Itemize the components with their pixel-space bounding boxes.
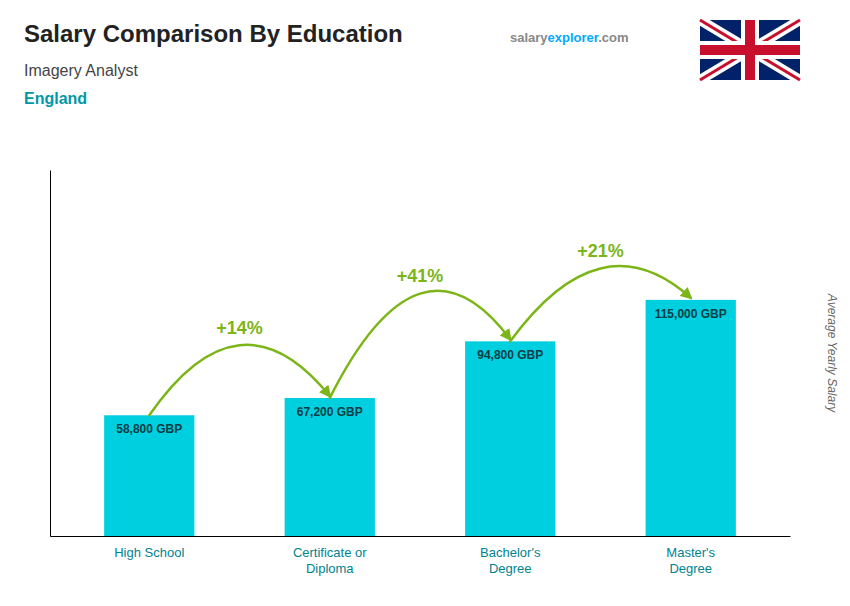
x-tick-label-line: High School: [114, 545, 184, 560]
data-label: 67,200 GBP: [297, 405, 363, 419]
flag: [700, 20, 800, 80]
arrow: [330, 291, 510, 398]
title: Salary Comparison By Education: [24, 20, 403, 47]
annotation: +14%: [216, 318, 263, 338]
bars: [104, 300, 736, 536]
x-tick: Certificate orDiploma: [293, 536, 367, 576]
flag-saltire: [700, 20, 800, 80]
x-tick: Master'sDegree: [666, 536, 715, 576]
flag-saltire: [700, 20, 800, 80]
x-tick-label-line: Master's: [666, 545, 715, 560]
watermark-part: salary: [510, 30, 548, 45]
y-axis-line: [50, 171, 51, 537]
bar: [285, 398, 375, 536]
x-axis: High School Certificate orDiploma Bachelor…: [51, 536, 791, 576]
flag-cross-red: [700, 45, 800, 55]
chart: Salary Comparison By Education Imagery An…: [0, 0, 850, 606]
x-axis-line: [51, 536, 791, 537]
x-tick-label-line: Diploma: [306, 561, 354, 576]
y-axis: [50, 171, 51, 537]
x-tick: High School: [114, 536, 184, 560]
plot: High School Certificate orDiploma Bachelor…: [51, 171, 791, 576]
watermark-part: .com: [598, 30, 628, 45]
bar: [465, 341, 555, 536]
x-tick-label: Master'sDegree: [666, 545, 715, 576]
flag-saltire-red: [700, 20, 800, 80]
y-axis-title: Average Yearly Salary: [825, 293, 839, 413]
annotation: +21%: [577, 241, 624, 261]
flag-saltire-red: [700, 20, 800, 80]
arrow: [149, 345, 329, 415]
x-tick-label: Bachelor'sDegree: [480, 545, 541, 576]
x-tick-label: High School: [114, 545, 184, 560]
x-tick-label-line: Certificate or: [293, 545, 367, 560]
arrow: [510, 266, 690, 341]
subtitle: Imagery Analyst: [24, 62, 138, 79]
x-tick-label: Certificate orDiploma: [293, 545, 367, 576]
bar: [646, 300, 736, 536]
bar: [104, 415, 194, 536]
watermark-part: explorer: [548, 30, 599, 45]
x-tick-label-line: Bachelor's: [480, 545, 541, 560]
flag-field: [700, 20, 800, 80]
x-tick-label-line: Degree: [669, 561, 712, 576]
x-tick: Bachelor'sDegree: [480, 536, 541, 576]
data-label: 94,800 GBP: [477, 348, 543, 362]
x-tick-label-line: Degree: [489, 561, 532, 576]
annotations: +14% +41% +21%: [149, 241, 690, 415]
data-label: 58,800 GBP: [116, 422, 182, 436]
data-label: 115,000 GBP: [655, 307, 727, 321]
subtitle: England: [24, 90, 87, 107]
data-labels: 58,800 GBP 67,200 GBP 94,800 GBP 115,000 GB…: [116, 307, 727, 436]
watermark: salaryexplorer.com: [510, 30, 629, 45]
annotation: +41%: [397, 266, 444, 286]
